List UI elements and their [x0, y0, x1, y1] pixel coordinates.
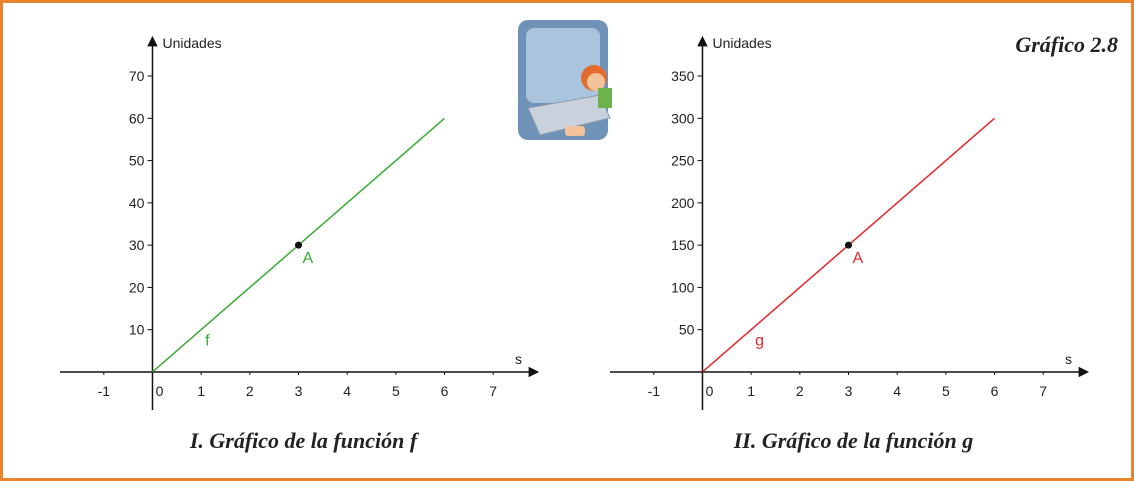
y-tick-label: 40 [129, 195, 145, 211]
x-tick-label: 7 [489, 383, 497, 399]
point [295, 241, 302, 249]
y-tick-label: 50 [129, 153, 145, 169]
x-tick-label: 7 [1039, 383, 1047, 399]
x-tick-label: 1 [747, 383, 755, 399]
x-tick-label: 5 [392, 383, 400, 399]
x-axis-label: s [1065, 351, 1072, 367]
x-tick-label: -1 [648, 383, 661, 399]
x-tick-label: 4 [893, 383, 901, 399]
y-axis-label: Unidades [712, 35, 771, 51]
y-axis-label: Unidades [162, 35, 221, 51]
y-tick-label: 20 [129, 279, 145, 295]
y-tick-label: 200 [671, 195, 695, 211]
x-tick-label: -1 [98, 383, 111, 399]
x-tick-label: 2 [246, 383, 254, 399]
x-tick-label: 0 [706, 383, 714, 399]
line-label: f [205, 333, 210, 350]
x-tick-label: 1 [197, 383, 205, 399]
line-label: g [755, 333, 764, 350]
point-label: A [303, 250, 314, 267]
point-label: A [853, 250, 864, 267]
y-tick-label: 30 [129, 237, 145, 253]
x-tick-label: 3 [295, 383, 303, 399]
y-tick-label: 10 [129, 322, 145, 338]
x-tick-label: 6 [441, 383, 449, 399]
y-tick-label: 350 [671, 68, 695, 84]
x-tick-label: 2 [796, 383, 804, 399]
x-tick-label: 0 [156, 383, 164, 399]
point [845, 241, 852, 249]
y-tick-label: 300 [671, 110, 695, 126]
y-tick-label: 250 [671, 153, 695, 169]
computer-illustration [518, 20, 612, 140]
x-tick-label: 3 [845, 383, 853, 399]
y-tick-label: 70 [129, 68, 145, 84]
y-tick-label: 60 [129, 110, 145, 126]
y-tick-label: 150 [671, 237, 695, 253]
figure-label: Gráfico 2.8 [1015, 32, 1118, 57]
x-tick-label: 5 [942, 383, 950, 399]
chart-title: I. Gráfico de la función f [189, 428, 420, 453]
x-tick-label: 6 [991, 383, 999, 399]
y-tick-label: 50 [679, 322, 695, 338]
chart-title: II. Gráfico de la función g [733, 428, 974, 453]
x-axis-label: s [515, 351, 522, 367]
y-tick-label: 100 [671, 279, 695, 295]
x-tick-label: 4 [343, 383, 351, 399]
